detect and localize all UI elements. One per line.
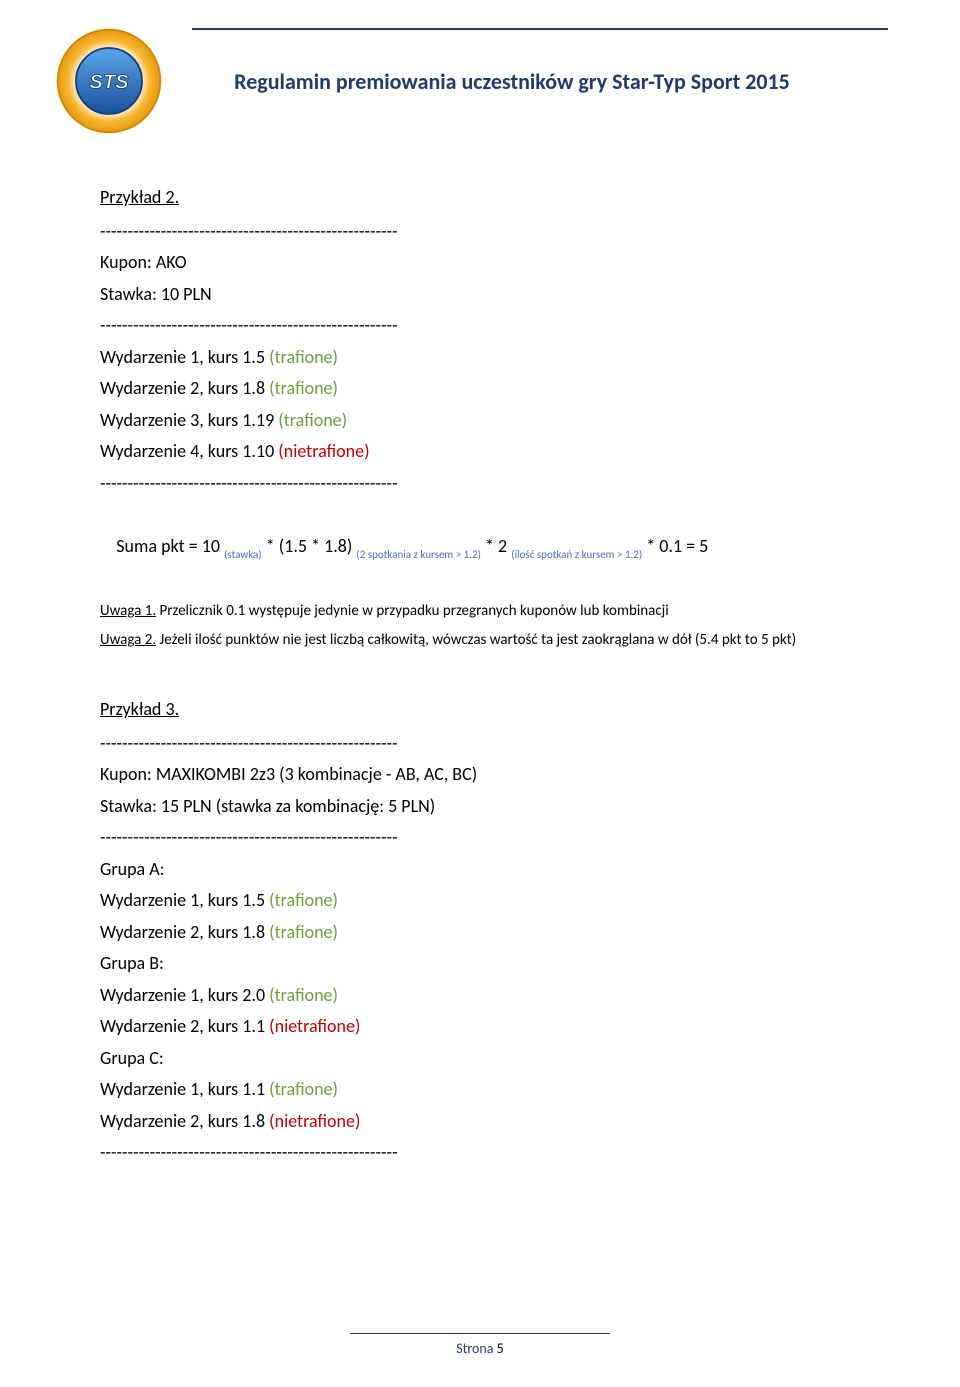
event-line: Wydarzenie 1, kurs 1.5 (trafione) <box>100 885 860 917</box>
result-hit: (trafione) <box>269 889 338 911</box>
result-hit: (trafione) <box>269 346 338 368</box>
event-line: Wydarzenie 2, kurs 1.8 (trafione) <box>100 917 860 949</box>
sum-sub: (stawka) <box>224 548 262 561</box>
separator: ----------------------------------------… <box>100 216 860 248</box>
event-text: Wydarzenie 2, kurs 1.8 <box>100 921 269 943</box>
header-title: Regulamin premiowania uczestników gry St… <box>196 68 828 95</box>
note-1: Uwaga 1. Przelicznik 0.1 występuje jedyn… <box>100 600 860 623</box>
result-miss: (nietrafione) <box>269 1015 360 1037</box>
sum-sub: (ilość spotkań z kursem > 1.2) <box>511 548 642 561</box>
note-label: Uwaga 2. <box>100 631 156 649</box>
kupon-line: Kupon: AKO <box>100 247 860 279</box>
sum-sub: (2 spotkania z kursem > 1.2) <box>356 548 481 561</box>
separator: ----------------------------------------… <box>100 468 860 500</box>
note-text: Jeżeli ilość punktów nie jest liczbą cał… <box>156 631 796 649</box>
result-hit: (trafione) <box>269 1078 338 1100</box>
stawka-line: Stawka: 15 PLN (stawka za kombinację: 5 … <box>100 791 860 823</box>
separator: ----------------------------------------… <box>100 728 860 760</box>
page-number: 5 <box>497 1340 504 1357</box>
result-hit: (trafione) <box>278 409 347 431</box>
event-line: Wydarzenie 1, kurs 1.5 (trafione) <box>100 342 860 374</box>
event-text: Wydarzenie 1, kurs 1.1 <box>100 1078 269 1100</box>
group-b-label: Grupa B: <box>100 948 860 980</box>
result-hit: (trafione) <box>269 921 338 943</box>
event-text: Wydarzenie 3, kurs 1.19 <box>100 409 278 431</box>
event-line: Wydarzenie 3, kurs 1.19 (trafione) <box>100 405 860 437</box>
sum-part: * (1.5 * 1.8) <box>262 535 357 557</box>
event-line: Wydarzenie 1, kurs 1.1 (trafione) <box>100 1074 860 1106</box>
event-text: Wydarzenie 4, kurs 1.10 <box>100 440 278 462</box>
event-line: Wydarzenie 1, kurs 2.0 (trafione) <box>100 980 860 1012</box>
footer-rule <box>350 1333 610 1334</box>
svg-text:STS: STS <box>89 71 129 93</box>
group-a-label: Grupa A: <box>100 854 860 886</box>
sts-logo: STS <box>54 26 164 136</box>
event-text: Wydarzenie 1, kurs 1.5 <box>100 889 269 911</box>
kupon-line: Kupon: MAXIKOMBI 2z3 (3 kombinacje - AB,… <box>100 759 860 791</box>
separator: ----------------------------------------… <box>100 310 860 342</box>
example-3-title: Przykład 3. <box>100 694 860 726</box>
group-c-label: Grupa C: <box>100 1043 860 1075</box>
sum-line: Suma pkt = 10 (stawka) * (1.5 * 1.8) (2 … <box>100 499 860 594</box>
event-text: Wydarzenie 1, kurs 2.0 <box>100 984 269 1006</box>
event-line: Wydarzenie 2, kurs 1.8 (trafione) <box>100 373 860 405</box>
page-footer: Strona 5 <box>0 1333 960 1357</box>
event-text: Wydarzenie 2, kurs 1.1 <box>100 1015 269 1037</box>
note-label: Uwaga 1. <box>100 602 156 620</box>
event-text: Wydarzenie 2, kurs 1.8 <box>100 1110 269 1132</box>
separator: ----------------------------------------… <box>100 1137 860 1169</box>
stawka-line: Stawka: 10 PLN <box>100 279 860 311</box>
note-2: Uwaga 2. Jeżeli ilość punktów nie jest l… <box>100 629 860 652</box>
example-2-title: Przykład 2. <box>100 182 860 214</box>
page-header: STS Regulamin premiowania uczestników gr… <box>0 0 960 136</box>
sum-part: * 2 <box>481 535 511 557</box>
event-line: Wydarzenie 2, kurs 1.8 (nietrafione) <box>100 1106 860 1138</box>
event-text: Wydarzenie 1, kurs 1.5 <box>100 346 269 368</box>
sum-part: Suma pkt = 10 <box>116 535 224 557</box>
separator: ----------------------------------------… <box>100 822 860 854</box>
event-line: Wydarzenie 2, kurs 1.1 (nietrafione) <box>100 1011 860 1043</box>
result-hit: (trafione) <box>269 984 338 1006</box>
result-hit: (trafione) <box>269 377 338 399</box>
result-miss: (nietrafione) <box>269 1110 360 1132</box>
result-miss: (nietrafione) <box>278 440 369 462</box>
document-body: Przykład 2. ----------------------------… <box>0 136 960 1169</box>
footer-label: Strona <box>456 1340 496 1357</box>
note-text: Przelicznik 0.1 występuje jedynie w przy… <box>156 602 669 620</box>
event-line: Wydarzenie 4, kurs 1.10 (nietrafione) <box>100 436 860 468</box>
header-row: STS Regulamin premiowania uczestników gr… <box>72 26 888 136</box>
sum-part: * 0.1 = 5 <box>642 535 708 557</box>
event-text: Wydarzenie 2, kurs 1.8 <box>100 377 269 399</box>
